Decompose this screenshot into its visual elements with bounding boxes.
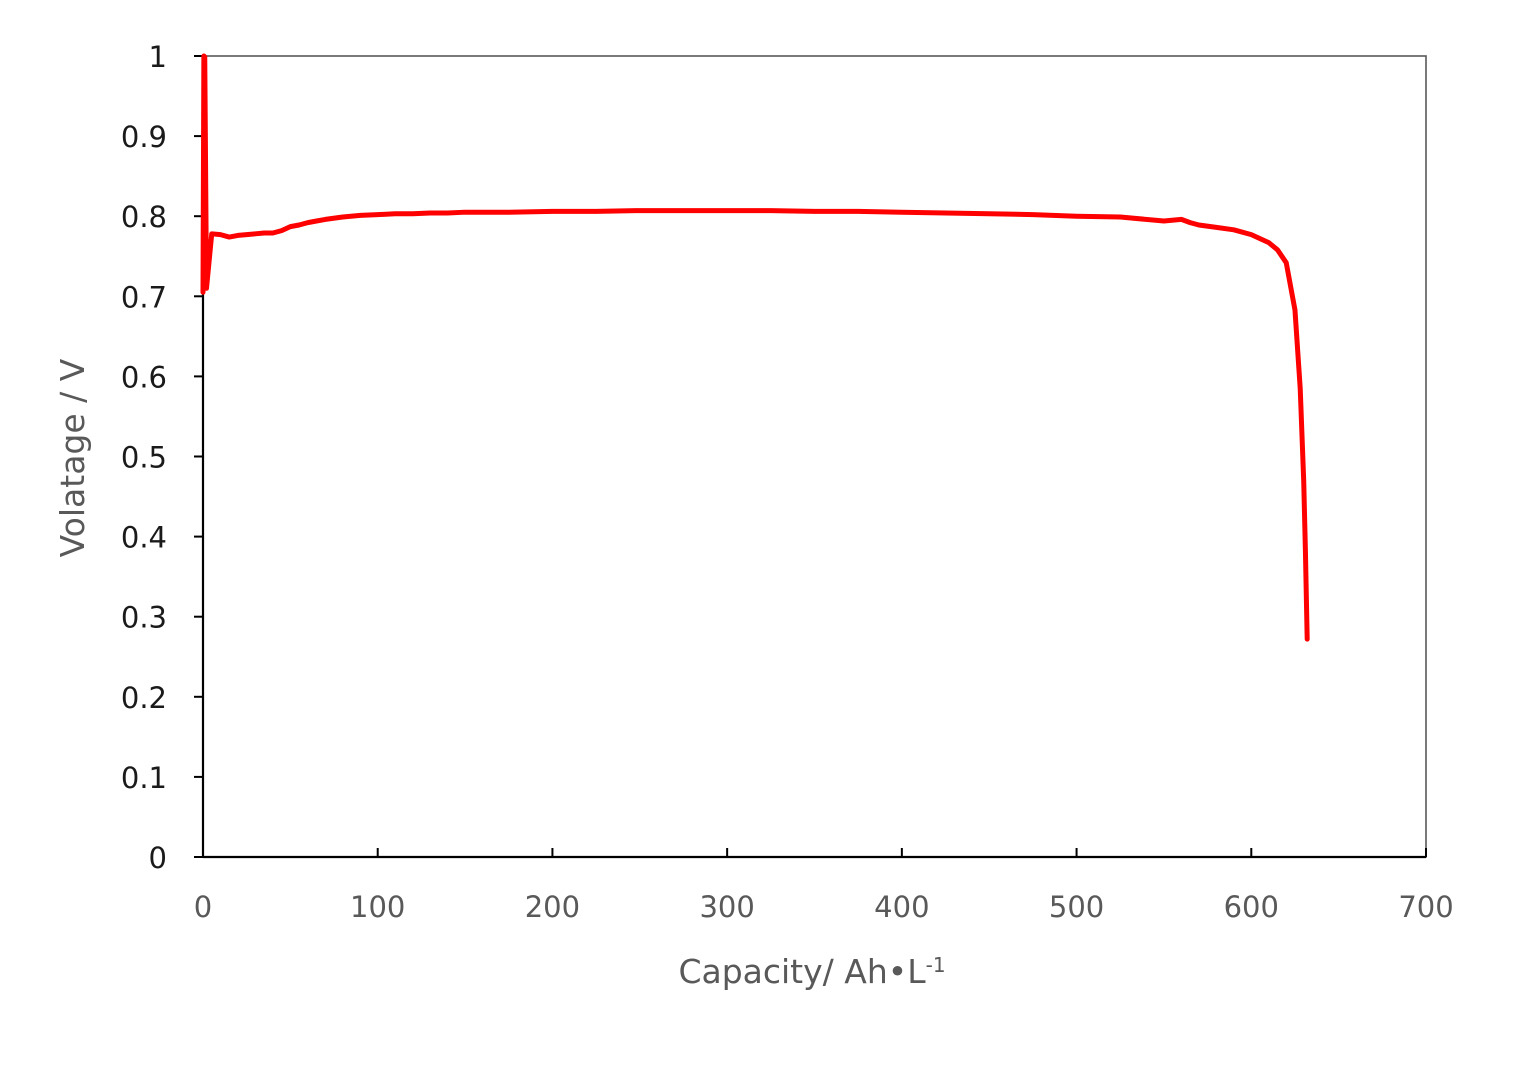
x-axis-ticks: 0 100 200 300 400 500 600 700	[194, 848, 1454, 924]
y-tick-label: 0.6	[121, 360, 167, 394]
x-axis-title: Capacity/ Ah•L-1	[678, 952, 945, 991]
y-tick-label: 1	[149, 40, 167, 74]
x-axis-title-main: Capacity/ Ah•L	[678, 952, 926, 991]
y-tick-label: 0.4	[121, 521, 167, 555]
y-tick-label: 0.3	[121, 601, 167, 635]
y-tick-label: 0.1	[121, 761, 167, 795]
x-tick-label: 0	[194, 890, 212, 924]
x-tick-label: 600	[1224, 890, 1279, 924]
series-layer	[200, 53, 1310, 642]
y-tick-label: 0.8	[121, 200, 167, 234]
y-tick-label: 0.5	[121, 441, 167, 475]
y-tick-label: 0.2	[121, 681, 167, 715]
plot-area-frame	[202, 55, 1427, 858]
y-tick-label: 0.9	[121, 120, 167, 154]
x-tick-label: 300	[699, 890, 754, 924]
x-tick-label: 700	[1398, 890, 1453, 924]
x-tick-label: 100	[350, 890, 405, 924]
series-line	[200, 53, 1310, 642]
y-axis-ticks: 0 0.1 0.2 0.3 0.4 0.5 0.6 0.7 0.8 0.9 1	[121, 40, 203, 875]
x-axis-title-superscript: -1	[926, 953, 946, 977]
y-tick-label: 0.7	[121, 280, 167, 314]
y-tick-label: 0	[149, 841, 167, 875]
x-tick-label: 400	[874, 890, 929, 924]
x-tick-label: 500	[1049, 890, 1104, 924]
y-axis-title: Volatage / V	[53, 358, 92, 557]
x-tick-label: 200	[525, 890, 580, 924]
